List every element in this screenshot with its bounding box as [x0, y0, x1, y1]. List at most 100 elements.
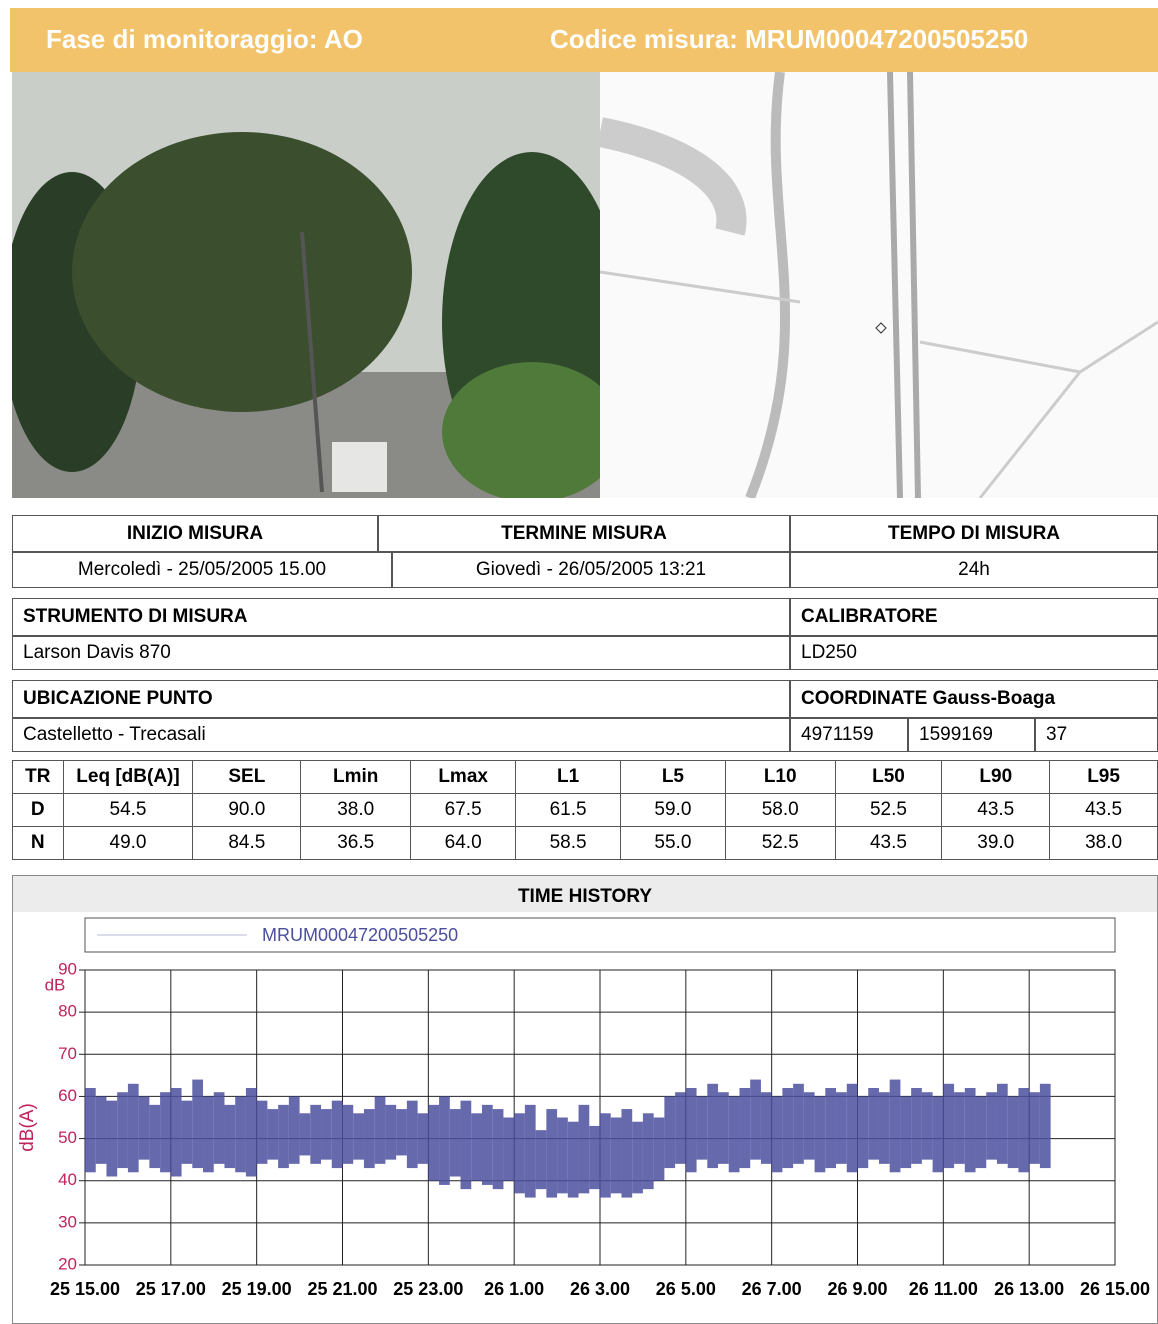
level-band [697, 1096, 708, 1159]
level-band [1018, 1088, 1029, 1172]
level-band [278, 1105, 289, 1168]
header-cell: L90 [942, 761, 1050, 794]
level-band [96, 1096, 107, 1163]
header-cell: L50 [835, 761, 942, 794]
level-band [514, 1113, 525, 1193]
level-band [943, 1084, 954, 1168]
cell: 64.0 [411, 827, 516, 860]
level-band [836, 1092, 847, 1164]
level-band [1029, 1092, 1040, 1164]
map [600, 72, 1158, 498]
header-cell: L1 [516, 761, 621, 794]
level-band [557, 1118, 568, 1194]
level-band [396, 1109, 407, 1155]
location-value: Castelletto - Trecasali [12, 718, 790, 752]
header-cell: L5 [621, 761, 726, 794]
level-band [815, 1096, 826, 1172]
level-band [890, 1080, 901, 1173]
photo [12, 72, 600, 498]
duration-value: 24h [790, 552, 1158, 588]
level-band [525, 1105, 536, 1198]
level-band [729, 1096, 740, 1172]
cell: D [13, 794, 64, 827]
code: Codice misura: MRUM00047200505250 [550, 24, 1028, 55]
level-band [267, 1109, 278, 1160]
coord-z: 37 [1035, 718, 1158, 752]
header-cell: Lmin [301, 761, 411, 794]
level-band [911, 1088, 922, 1164]
cell: 61.5 [516, 794, 621, 827]
level-band [343, 1105, 354, 1164]
level-band [611, 1118, 622, 1194]
level-band [675, 1092, 686, 1164]
level-band [632, 1122, 643, 1194]
cell: 90.0 [193, 794, 301, 827]
end-value: Giovedì - 26/05/2005 13:21 [392, 552, 790, 588]
level-band [428, 1105, 439, 1181]
instrument-label: STRUMENTO DI MISURA [12, 598, 790, 636]
level-band [149, 1105, 160, 1168]
level-band [546, 1109, 557, 1198]
start-value: Mercoledì - 25/05/2005 15.00 [12, 552, 392, 588]
level-band [117, 1092, 128, 1168]
header-cell: Leq [dB(A)] [63, 761, 193, 794]
cell: N [13, 827, 64, 860]
level-band [782, 1088, 793, 1168]
cell: 43.5 [1050, 794, 1158, 827]
coord-y: 1599169 [908, 718, 1035, 752]
header-band: Fase di monitoraggio: AO Codice misura: … [10, 8, 1158, 72]
level-band [139, 1096, 150, 1159]
level-band [503, 1118, 514, 1181]
level-band [986, 1092, 997, 1159]
level-band [536, 1130, 547, 1189]
calibrator-label: CALIBRATORE [790, 598, 1158, 636]
cell: 67.5 [411, 794, 516, 827]
chart-title: TIME HISTORY [518, 886, 652, 907]
end-label: TERMINE MISURA [378, 515, 790, 552]
level-band [235, 1096, 246, 1172]
level-band [772, 1096, 783, 1172]
level-band [1008, 1096, 1019, 1168]
x-tick-label: 25 17.00 [136, 1279, 206, 1299]
y-tick-label: 60 [58, 1086, 77, 1105]
level-band [257, 1101, 268, 1164]
cell: 49.0 [63, 827, 193, 860]
legend-label: MRUM00047200505250 [262, 925, 458, 945]
level-band [579, 1105, 590, 1194]
level-band [922, 1092, 933, 1159]
level-band [482, 1105, 493, 1185]
x-tick-label: 26 15.00 [1080, 1279, 1150, 1299]
level-band [171, 1088, 182, 1177]
level-band [900, 1096, 911, 1168]
level-band [568, 1122, 579, 1198]
header-cell: SEL [193, 761, 301, 794]
y-tick-label: 20 [58, 1254, 77, 1273]
level-band [353, 1113, 364, 1159]
level-band [407, 1101, 418, 1168]
level-band [310, 1105, 321, 1164]
level-band [643, 1113, 654, 1189]
level-band [289, 1096, 300, 1163]
location-label: UBICAZIONE PUNTO [12, 680, 790, 718]
x-tick-label: 25 21.00 [307, 1279, 377, 1299]
cell: 84.5 [193, 827, 301, 860]
x-tick-label: 26 9.00 [827, 1279, 887, 1299]
level-band [976, 1096, 987, 1168]
coord-x: 4971159 [790, 718, 908, 752]
cell: 55.0 [621, 827, 726, 860]
x-tick-label: 26 11.00 [909, 1279, 978, 1299]
level-band [954, 1092, 965, 1164]
level-band [825, 1088, 836, 1168]
y-tick-label: 40 [58, 1170, 77, 1189]
start-label: INIZIO MISURA [12, 515, 378, 552]
cell: 54.5 [63, 794, 193, 827]
level-band [664, 1096, 675, 1168]
level-band [600, 1113, 611, 1197]
cell: 43.5 [942, 794, 1050, 827]
coords-label: COORDINATE Gauss-Boaga [790, 680, 1158, 718]
x-tick-label: 26 7.00 [742, 1279, 802, 1299]
cell: 38.0 [301, 794, 411, 827]
instrument-value: Larson Davis 870 [12, 636, 790, 670]
cell: 52.5 [835, 794, 942, 827]
